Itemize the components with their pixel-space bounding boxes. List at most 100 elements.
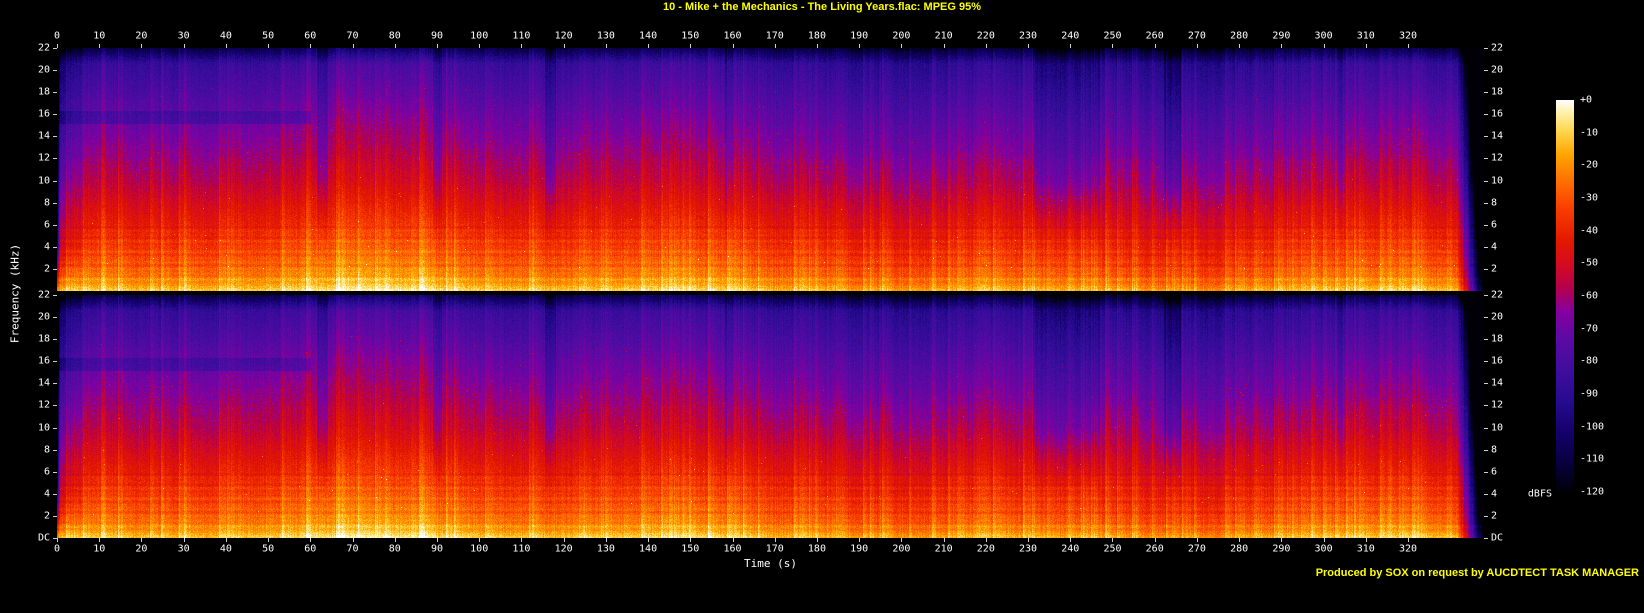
time-tick-label-top: 190: [850, 30, 869, 42]
time-tick-label-bottom: 230: [1019, 543, 1038, 555]
frequency-axis-label: Frequency (kHz): [8, 243, 22, 344]
freq-tick-label-right: 20: [1491, 64, 1504, 76]
freq-tick-mark-right: [1484, 471, 1488, 473]
time-tick-mark-bottom: [985, 538, 987, 542]
freq-tick-label-right: 22: [1491, 289, 1504, 301]
freq-tick-label-left: 22: [37, 289, 50, 301]
freq-tick-label-right: 20: [1491, 311, 1504, 323]
freq-tick-mark-left: [53, 202, 57, 204]
freq-tick-label-right: 8: [1491, 444, 1498, 456]
freq-tick-label-right: 8: [1491, 197, 1498, 209]
time-tick-mark-bottom: [1365, 538, 1367, 542]
freq-tick-label-right: DC: [1491, 532, 1504, 544]
freq-tick-label-left: 4: [43, 241, 50, 253]
time-tick-mark-top: [141, 44, 143, 48]
time-tick-label-top: 260: [1145, 30, 1164, 42]
time-tick-mark-bottom: [901, 538, 903, 542]
freq-tick-mark-left: [53, 295, 57, 296]
time-axis-label: Time (s): [744, 557, 797, 570]
spectrogram-left-channel: [57, 48, 1484, 291]
time-tick-mark-top: [1281, 44, 1283, 48]
time-tick-mark-top: [1154, 44, 1156, 48]
freq-tick-mark-right: [1484, 224, 1488, 226]
freq-tick-label-left: 16: [37, 355, 50, 367]
time-tick-mark-top: [859, 44, 861, 48]
time-tick-mark-bottom: [1154, 538, 1156, 542]
freq-tick-label-left: DC: [37, 532, 50, 544]
freq-tick-label-right: 12: [1491, 399, 1504, 411]
time-tick-label-top: 120: [554, 30, 573, 42]
freq-tick-mark-right: [1484, 383, 1488, 385]
time-tick-mark-top: [1408, 44, 1409, 48]
freq-tick-label-right: 22: [1491, 42, 1504, 54]
time-tick-label-bottom: 170: [765, 543, 784, 555]
time-tick-mark-bottom: [690, 538, 692, 542]
time-tick-mark-bottom: [436, 538, 438, 542]
time-tick-mark-bottom: [732, 538, 734, 542]
legend-tick-label: +0: [1580, 94, 1593, 106]
time-tick-label-bottom: 160: [723, 543, 742, 555]
legend-tick-label: -120: [1580, 486, 1605, 498]
freq-tick-label-left: 8: [43, 444, 50, 456]
time-tick-mark-bottom: [1281, 538, 1283, 542]
time-tick-label-bottom: 210: [934, 543, 953, 555]
freq-tick-mark-right: [1484, 268, 1488, 270]
time-tick-label-bottom: 10: [93, 543, 106, 555]
time-tick-label-top: 40: [219, 30, 232, 42]
legend-unit-label: dBFS: [1527, 488, 1552, 500]
time-tick-mark-top: [690, 44, 692, 48]
freq-tick-mark-right: [1484, 515, 1488, 517]
legend-tick-label: -10: [1580, 127, 1599, 139]
freq-tick-mark-right: [1484, 538, 1488, 539]
freq-tick-label-left: 12: [37, 399, 50, 411]
time-tick-mark-bottom: [183, 538, 185, 542]
time-tick-label-top: 140: [639, 30, 658, 42]
time-tick-label-top: 300: [1314, 30, 1333, 42]
freq-tick-label-right: 4: [1491, 488, 1498, 500]
time-tick-mark-top: [521, 44, 523, 48]
time-tick-label-bottom: 310: [1356, 543, 1375, 555]
freq-tick-mark-left: [53, 246, 57, 248]
legend-tick-label: -70: [1580, 323, 1599, 335]
freq-tick-mark-right: [1484, 114, 1488, 116]
time-tick-label-bottom: 130: [596, 543, 615, 555]
page-title: 10 - Mike + the Mechanics - The Living Y…: [663, 1, 981, 13]
dbfs-color-scale: [1556, 100, 1574, 492]
freq-tick-mark-left: [53, 48, 57, 49]
time-tick-mark-bottom: [141, 538, 143, 542]
time-tick-label-top: 200: [892, 30, 911, 42]
freq-tick-mark-left: [53, 268, 57, 270]
freq-tick-mark-left: [53, 180, 57, 182]
time-tick-mark-top: [563, 44, 565, 48]
time-tick-label-top: 80: [388, 30, 401, 42]
time-tick-mark-top: [1070, 44, 1072, 48]
time-tick-label-bottom: 270: [1187, 543, 1206, 555]
time-tick-mark-top: [985, 44, 987, 48]
time-tick-label-bottom: 220: [976, 543, 995, 555]
time-tick-label-bottom: 0: [53, 543, 61, 555]
freq-tick-label-right: 10: [1491, 422, 1504, 434]
time-tick-label-bottom: 320: [1398, 543, 1418, 555]
time-tick-label-top: 100: [470, 30, 489, 42]
time-tick-mark-top: [394, 44, 396, 48]
time-tick-mark-bottom: [774, 538, 776, 542]
time-tick-label-bottom: 40: [219, 543, 232, 555]
freq-tick-label-left: 10: [37, 175, 50, 187]
time-tick-mark-top: [774, 44, 776, 48]
time-tick-mark-top: [99, 44, 101, 48]
time-tick-label-bottom: 20: [135, 543, 148, 555]
time-tick-label-bottom: 250: [1103, 543, 1122, 555]
time-tick-label-bottom: 80: [388, 543, 401, 555]
time-tick-mark-bottom: [859, 538, 861, 542]
freq-tick-label-left: 22: [37, 42, 50, 54]
freq-tick-label-left: 6: [43, 219, 50, 231]
freq-tick-mark-left: [53, 493, 57, 495]
time-tick-label-bottom: 290: [1272, 543, 1291, 555]
legend-tick-label: -100: [1580, 421, 1605, 433]
time-tick-label-top: 270: [1187, 30, 1206, 42]
freq-tick-mark-left: [53, 405, 57, 407]
time-tick-label-bottom: 70: [346, 543, 359, 555]
freq-tick-label-right: 14: [1491, 130, 1504, 142]
freq-tick-mark-left: [53, 427, 57, 429]
freq-tick-label-right: 2: [1491, 263, 1498, 275]
